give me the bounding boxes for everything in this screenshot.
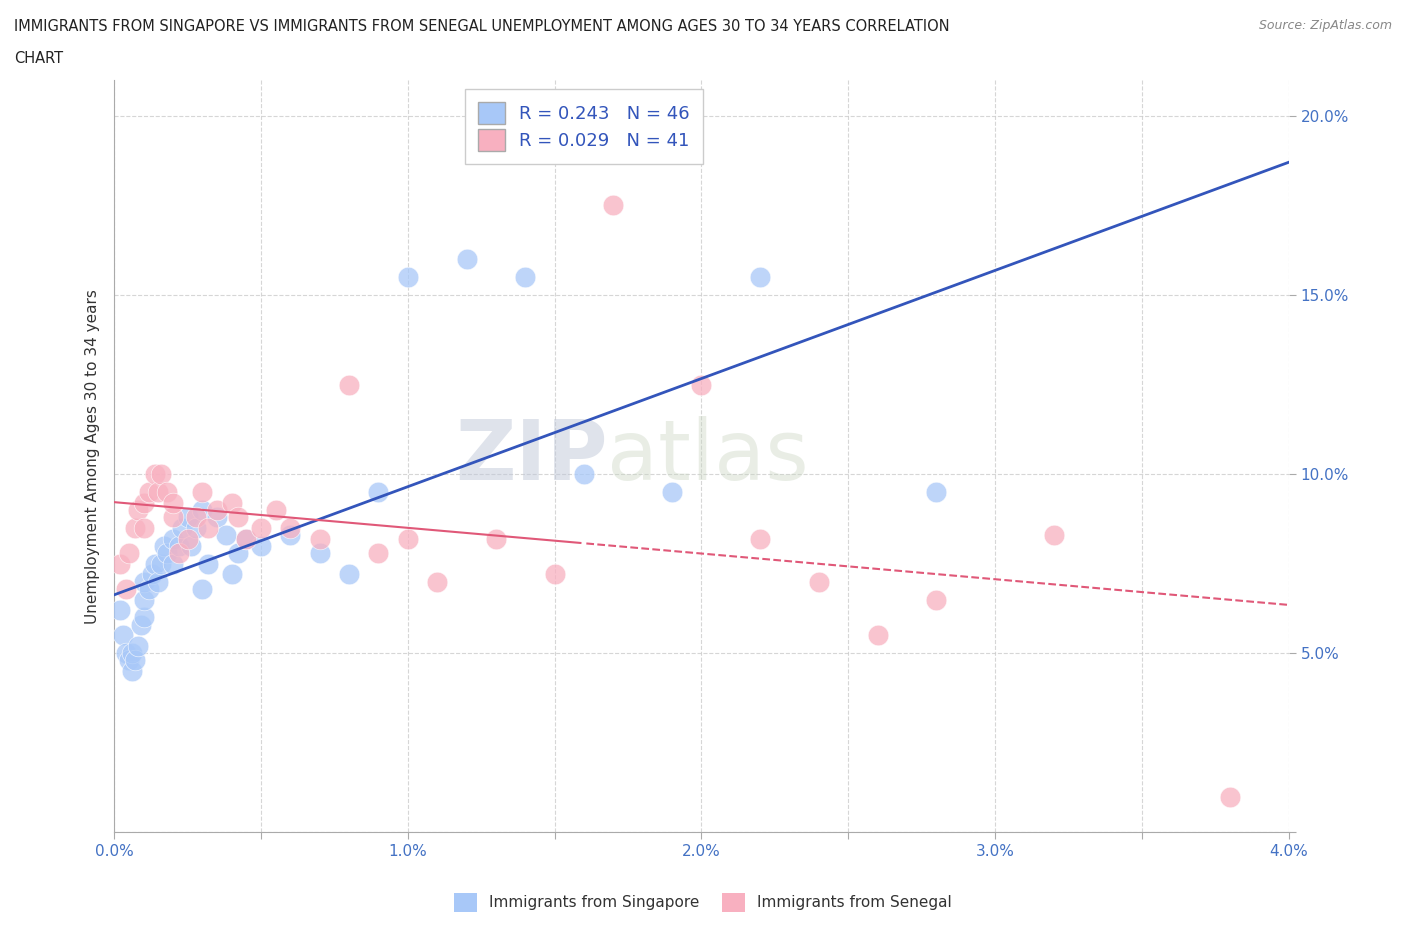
Point (396, 531, 419, 546)
Point (156, 546, 179, 561)
Point (186, 510, 208, 525)
Legend: R = 0.243   N = 46, R = 0.029   N = 41: R = 0.243 N = 46, R = 0.029 N = 41 (465, 89, 703, 164)
Point (111, 628, 134, 643)
Point (280, 521, 302, 536)
Point (150, 556, 173, 571)
Point (180, 538, 202, 553)
Legend: Immigrants from Singapore, Immigrants from Senegal: Immigrants from Singapore, Immigrants fr… (447, 887, 959, 918)
Point (221, 496, 243, 511)
Point (235, 531, 257, 546)
Point (221, 567, 243, 582)
Point (690, 378, 713, 392)
Point (807, 574, 830, 589)
Point (176, 531, 198, 546)
Point (749, 270, 772, 285)
Point (162, 496, 184, 511)
Point (925, 485, 948, 499)
Point (121, 664, 143, 679)
Point (108, 556, 131, 571)
Point (132, 574, 155, 589)
Point (264, 502, 287, 517)
Point (197, 556, 219, 571)
Point (148, 485, 170, 499)
Point (118, 653, 141, 668)
Point (1219, 790, 1241, 804)
Point (866, 628, 889, 643)
Point (143, 467, 166, 482)
Text: IMMIGRANTS FROM SINGAPORE VS IMMIGRANTS FROM SENEGAL UNEMPLOYMENT AMONG AGES 30 : IMMIGRANTS FROM SINGAPORE VS IMMIGRANTS … (14, 19, 949, 33)
Point (205, 502, 228, 517)
Point (148, 574, 170, 589)
Point (170, 521, 193, 536)
Point (250, 538, 273, 553)
Text: Source: ZipAtlas.com: Source: ZipAtlas.com (1258, 19, 1392, 32)
Text: atlas: atlas (607, 416, 810, 497)
Point (308, 546, 330, 561)
Point (337, 378, 360, 392)
Point (226, 510, 249, 525)
Point (118, 546, 141, 561)
Point (132, 592, 155, 607)
Point (162, 510, 184, 525)
Text: ZIP: ZIP (456, 416, 607, 497)
Point (485, 531, 508, 546)
Point (115, 581, 138, 596)
Point (250, 521, 273, 536)
Point (162, 531, 184, 546)
Point (124, 521, 146, 536)
Point (156, 485, 179, 499)
Point (167, 538, 190, 553)
Point (141, 567, 163, 582)
Point (191, 485, 214, 499)
Point (162, 556, 184, 571)
Point (132, 610, 155, 625)
Point (129, 618, 152, 632)
Point (543, 567, 565, 582)
Point (153, 538, 176, 553)
Point (132, 521, 155, 536)
Point (396, 270, 419, 285)
Point (191, 581, 214, 596)
Point (749, 531, 772, 546)
Point (143, 556, 166, 571)
Point (925, 592, 948, 607)
Point (205, 510, 228, 525)
Point (1042, 527, 1064, 542)
Point (235, 531, 257, 546)
Point (456, 252, 478, 267)
Point (167, 546, 190, 561)
Point (115, 645, 138, 660)
Point (280, 527, 302, 542)
Point (150, 467, 173, 482)
Point (127, 502, 149, 517)
Point (602, 198, 624, 213)
Point (337, 567, 360, 582)
Point (367, 546, 389, 561)
Point (367, 485, 389, 499)
Point (215, 527, 238, 542)
Point (308, 531, 330, 546)
Y-axis label: Unemployment Among Ages 30 to 34 years: Unemployment Among Ages 30 to 34 years (86, 289, 100, 624)
Point (426, 574, 449, 589)
Point (186, 521, 208, 536)
Point (572, 467, 595, 482)
Point (176, 510, 198, 525)
Point (108, 603, 131, 618)
Point (124, 653, 146, 668)
Point (191, 502, 214, 517)
Point (121, 645, 143, 660)
Point (132, 496, 155, 511)
Point (226, 546, 249, 561)
Point (138, 485, 160, 499)
Text: CHART: CHART (14, 51, 63, 66)
Point (197, 521, 219, 536)
Point (127, 639, 149, 654)
Point (515, 270, 537, 285)
Point (661, 485, 683, 499)
Point (138, 581, 160, 596)
